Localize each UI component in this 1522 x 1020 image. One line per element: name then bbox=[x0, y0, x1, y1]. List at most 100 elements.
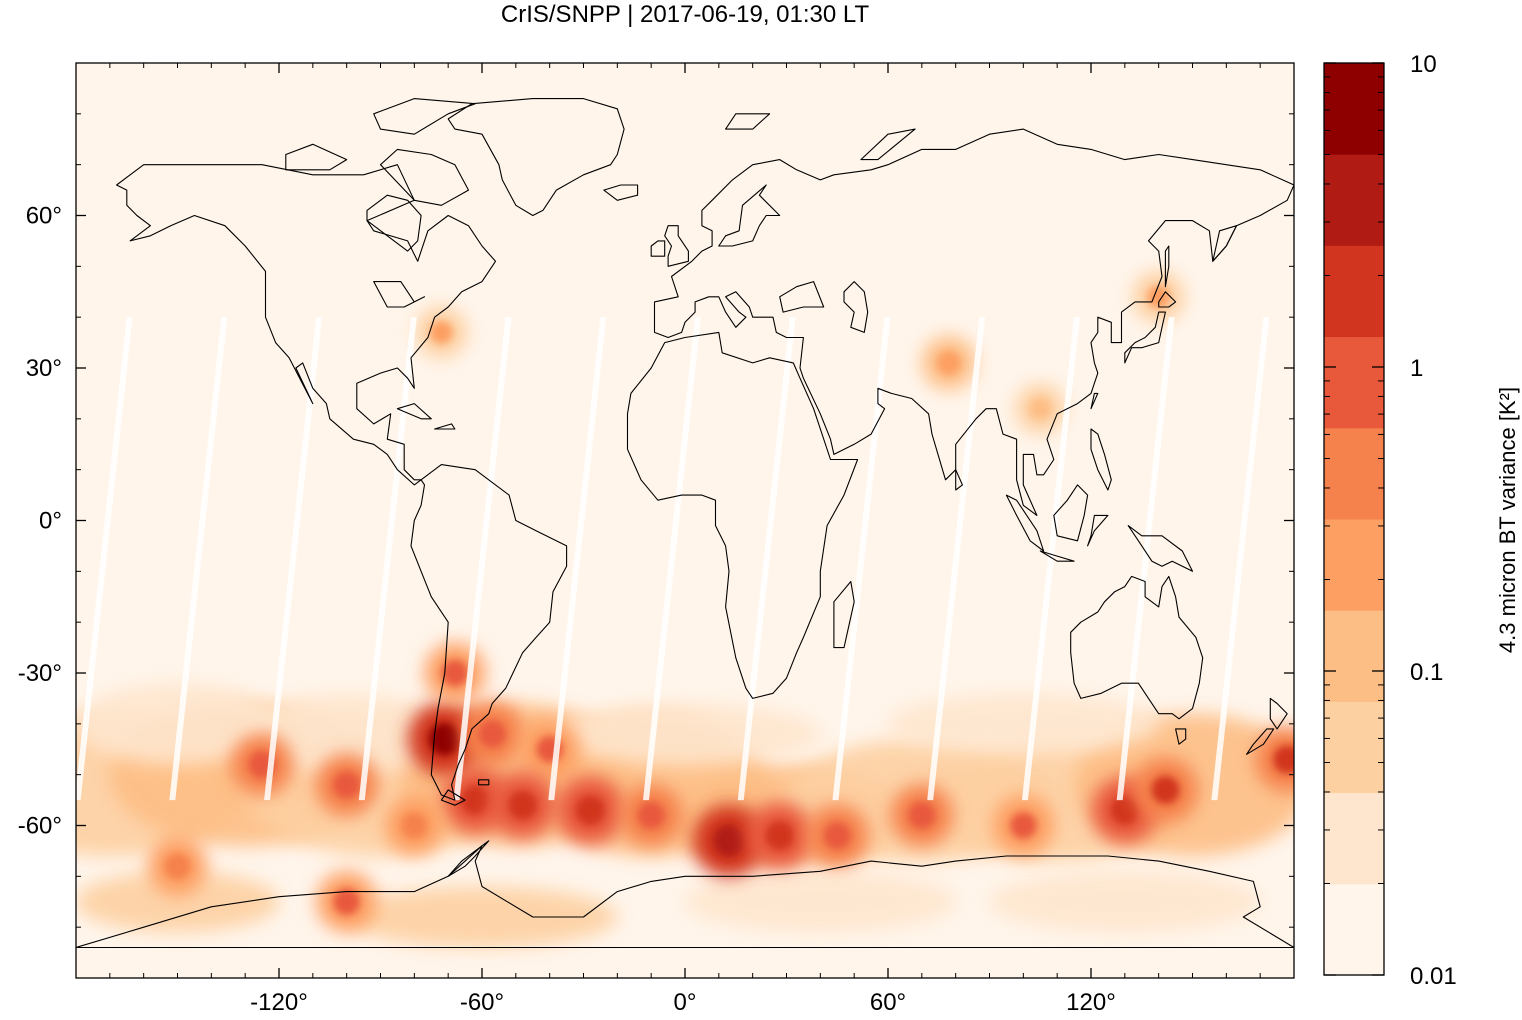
hotspot bbox=[937, 351, 961, 375]
x-tick-label: 60° bbox=[870, 989, 906, 1016]
coastline-victoria bbox=[285, 143, 348, 171]
hotspot bbox=[333, 771, 361, 799]
x-tick-label: -120° bbox=[250, 989, 308, 1016]
coastlines bbox=[76, 98, 1294, 949]
hotspot bbox=[1147, 285, 1170, 309]
orbit-gap bbox=[358, 317, 417, 801]
coastline-eurasia bbox=[653, 128, 1294, 516]
orbit-gap bbox=[1211, 317, 1270, 801]
coastline-south-america bbox=[410, 464, 568, 801]
orbit-gap bbox=[832, 317, 891, 801]
coastline-caspian bbox=[843, 281, 869, 333]
hotspot bbox=[428, 723, 461, 756]
coastline-taiwan bbox=[1090, 392, 1099, 410]
colorbar-band bbox=[1324, 701, 1384, 794]
hotspot bbox=[1110, 795, 1140, 825]
coastline-new-guinea bbox=[1127, 525, 1194, 572]
coastline-svalbard bbox=[725, 113, 771, 130]
coastline-cuba bbox=[396, 403, 432, 420]
colorbar-band bbox=[1324, 792, 1384, 885]
coastline-new-zealand-south bbox=[1246, 728, 1275, 755]
hotspot bbox=[1151, 775, 1180, 805]
colorbar bbox=[1323, 62, 1385, 976]
colorbar-ticks: 10 1 0.1 0.01 bbox=[1324, 51, 1457, 990]
colorbar-band bbox=[1324, 336, 1384, 429]
hotspot bbox=[478, 720, 506, 748]
coastline-madagascar bbox=[833, 580, 855, 649]
y-tick-label: -30° bbox=[18, 660, 62, 687]
chart-title: CrIS/SNPP | 2017-06-19, 01:30 LT bbox=[501, 1, 870, 28]
colorbar-label: 4.3 micron BT variance [K²] bbox=[1495, 387, 1520, 653]
coastline-new-zealand-north bbox=[1269, 697, 1288, 730]
y-tick-label: 60° bbox=[26, 203, 62, 230]
coastline-hudson-bay bbox=[366, 194, 422, 252]
colorbar-tick-label: 1 bbox=[1410, 355, 1423, 382]
coastline-sri-lanka bbox=[955, 469, 963, 491]
orbit-gap bbox=[548, 317, 607, 801]
hotspot bbox=[401, 812, 428, 839]
colorbar-band bbox=[1324, 883, 1384, 976]
orbit-gap bbox=[1021, 317, 1080, 801]
coastline-antarctica bbox=[76, 845, 1294, 949]
hotspot bbox=[441, 659, 469, 687]
colorbar-band bbox=[1324, 519, 1384, 611]
y-tick-label: -60° bbox=[18, 813, 62, 840]
orbit-gap bbox=[1116, 317, 1175, 801]
coastline-tierra-del-fuego bbox=[440, 789, 466, 806]
coastline-japan bbox=[1124, 311, 1166, 364]
coastline-baltic bbox=[718, 184, 781, 247]
orbit-gap bbox=[76, 317, 133, 801]
colorbar-band bbox=[1324, 610, 1384, 702]
coastline-australia bbox=[1070, 575, 1204, 720]
coastline-british-isles bbox=[664, 225, 689, 267]
colorbar-frame bbox=[1323, 62, 1385, 976]
hotspot bbox=[1029, 397, 1052, 420]
hotspot bbox=[333, 888, 360, 915]
coastline-kamchatka-gulf bbox=[1212, 225, 1238, 262]
coastline-hokkaido bbox=[1158, 291, 1177, 308]
orbit-gap bbox=[927, 317, 986, 801]
orbit-gap bbox=[169, 317, 228, 801]
colorbar-band bbox=[1324, 427, 1384, 520]
x-tick-label: -60° bbox=[460, 989, 504, 1016]
coastline-sulawesi bbox=[1087, 514, 1109, 547]
map-plot-area bbox=[76, 63, 1294, 978]
coastline-java bbox=[1039, 550, 1075, 562]
coastline-baffin bbox=[379, 148, 470, 206]
coastline-sumatra bbox=[1005, 494, 1045, 552]
hotspot bbox=[508, 790, 538, 820]
colorbar-tick-label: 10 bbox=[1410, 51, 1437, 78]
coastline-ireland bbox=[650, 240, 666, 257]
coastline-falklands bbox=[478, 779, 490, 786]
y-tick-label: 0° bbox=[39, 508, 62, 535]
map-axes: -120° -60° 0° 60° 120° 60° 30° 0° -30° -60° bbox=[18, 63, 1294, 1016]
coastline-ellesmere bbox=[373, 98, 476, 135]
coastline-hispaniola bbox=[434, 423, 456, 430]
coastline-iceland bbox=[603, 184, 639, 201]
orbit-gap bbox=[737, 317, 796, 801]
hotspot bbox=[164, 853, 191, 879]
coastline-africa bbox=[626, 331, 859, 699]
orbit-gap bbox=[643, 317, 701, 801]
colorbar-tick-label: 0.01 bbox=[1410, 963, 1457, 990]
coastline-borneo bbox=[1053, 484, 1089, 542]
coastline-great-lakes bbox=[373, 281, 426, 308]
hotspot bbox=[430, 321, 453, 344]
coastline-black-sea bbox=[779, 281, 825, 313]
x-tick-label: 0° bbox=[674, 989, 697, 1016]
hotspot bbox=[637, 801, 665, 829]
x-tick-label: 120° bbox=[1066, 989, 1116, 1016]
hotspot bbox=[575, 795, 606, 826]
colorbar-tick-label: 0.1 bbox=[1410, 659, 1443, 686]
hotspot bbox=[765, 821, 795, 851]
hotspot bbox=[823, 822, 851, 850]
hotspot bbox=[460, 785, 490, 815]
hotspot bbox=[1010, 812, 1037, 839]
hotspot bbox=[713, 824, 745, 857]
colorbar-band bbox=[1324, 63, 1384, 155]
coastline-tasmania bbox=[1175, 728, 1187, 745]
coastline-philippines bbox=[1090, 428, 1112, 491]
y-tick-label: 30° bbox=[26, 355, 62, 382]
orbit-gap bbox=[264, 317, 323, 801]
